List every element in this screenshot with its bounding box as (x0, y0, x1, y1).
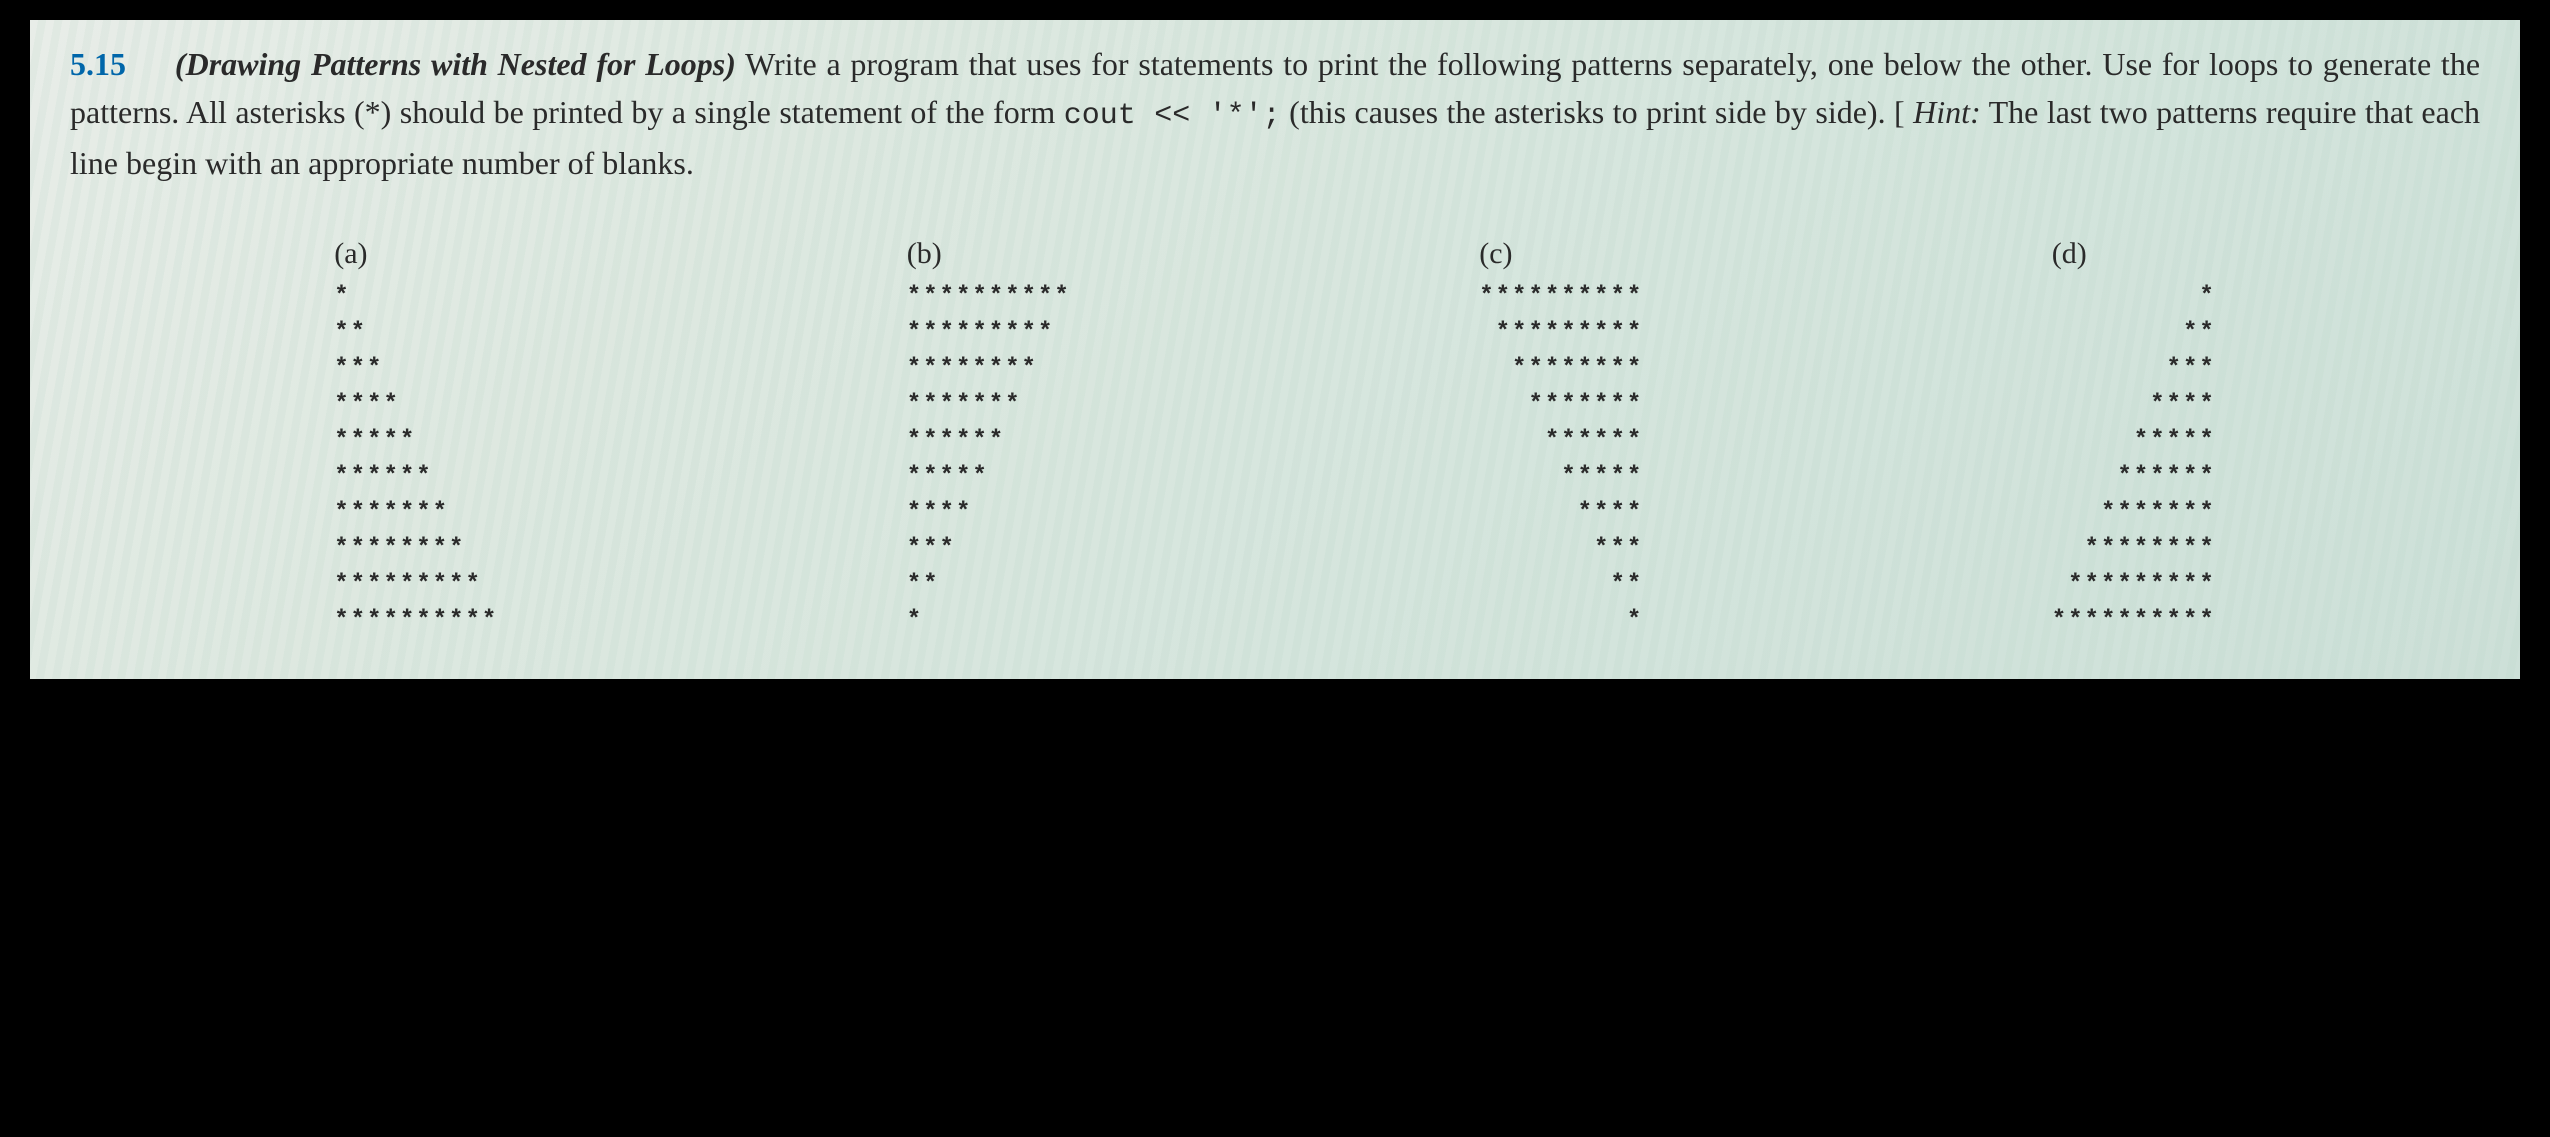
pattern-grid-b: ********** ********* ******** ******* **… (907, 279, 1071, 639)
textbook-page: 5.15 (Drawing Patterns with Nested for L… (30, 20, 2520, 679)
code-snippet: cout << '*'; (1064, 99, 1281, 133)
page-content: 5.15 (Drawing Patterns with Nested for L… (70, 40, 2480, 639)
pattern-label-a: (a) (334, 237, 367, 271)
patterns-container: (a) * ** *** **** ***** ****** ******* *… (70, 237, 2480, 639)
pattern-grid-d: * ** *** **** ***** ****** ******* *****… (2052, 279, 2216, 639)
exercise-number: 5.15 (70, 46, 126, 82)
pattern-label-b: (b) (907, 237, 942, 271)
pattern-label-c: (c) (1479, 237, 1512, 271)
pattern-label-d: (d) (2052, 237, 2087, 271)
pattern-a: (a) * ** *** **** ***** ****** ******* *… (334, 237, 498, 639)
exercise-title: (Drawing Patterns with Nested for Loops) (175, 46, 736, 82)
pattern-d: (d) * ** *** **** ***** ****** ******* *… (2052, 237, 2216, 639)
pattern-c: (c) ********** ********* ******** ******… (1479, 237, 1643, 639)
pattern-grid-c: ********** ********* ******** ******* **… (1479, 279, 1643, 639)
hint-label: Hint: (1913, 94, 1981, 130)
pattern-b: (b) ********** ********* ******** ******… (907, 237, 1071, 639)
body-part-2: (this causes the asterisks to print side… (1289, 94, 1905, 130)
pattern-grid-a: * ** *** **** ***** ****** ******* *****… (334, 279, 498, 639)
exercise-text: 5.15 (Drawing Patterns with Nested for L… (70, 40, 2480, 187)
